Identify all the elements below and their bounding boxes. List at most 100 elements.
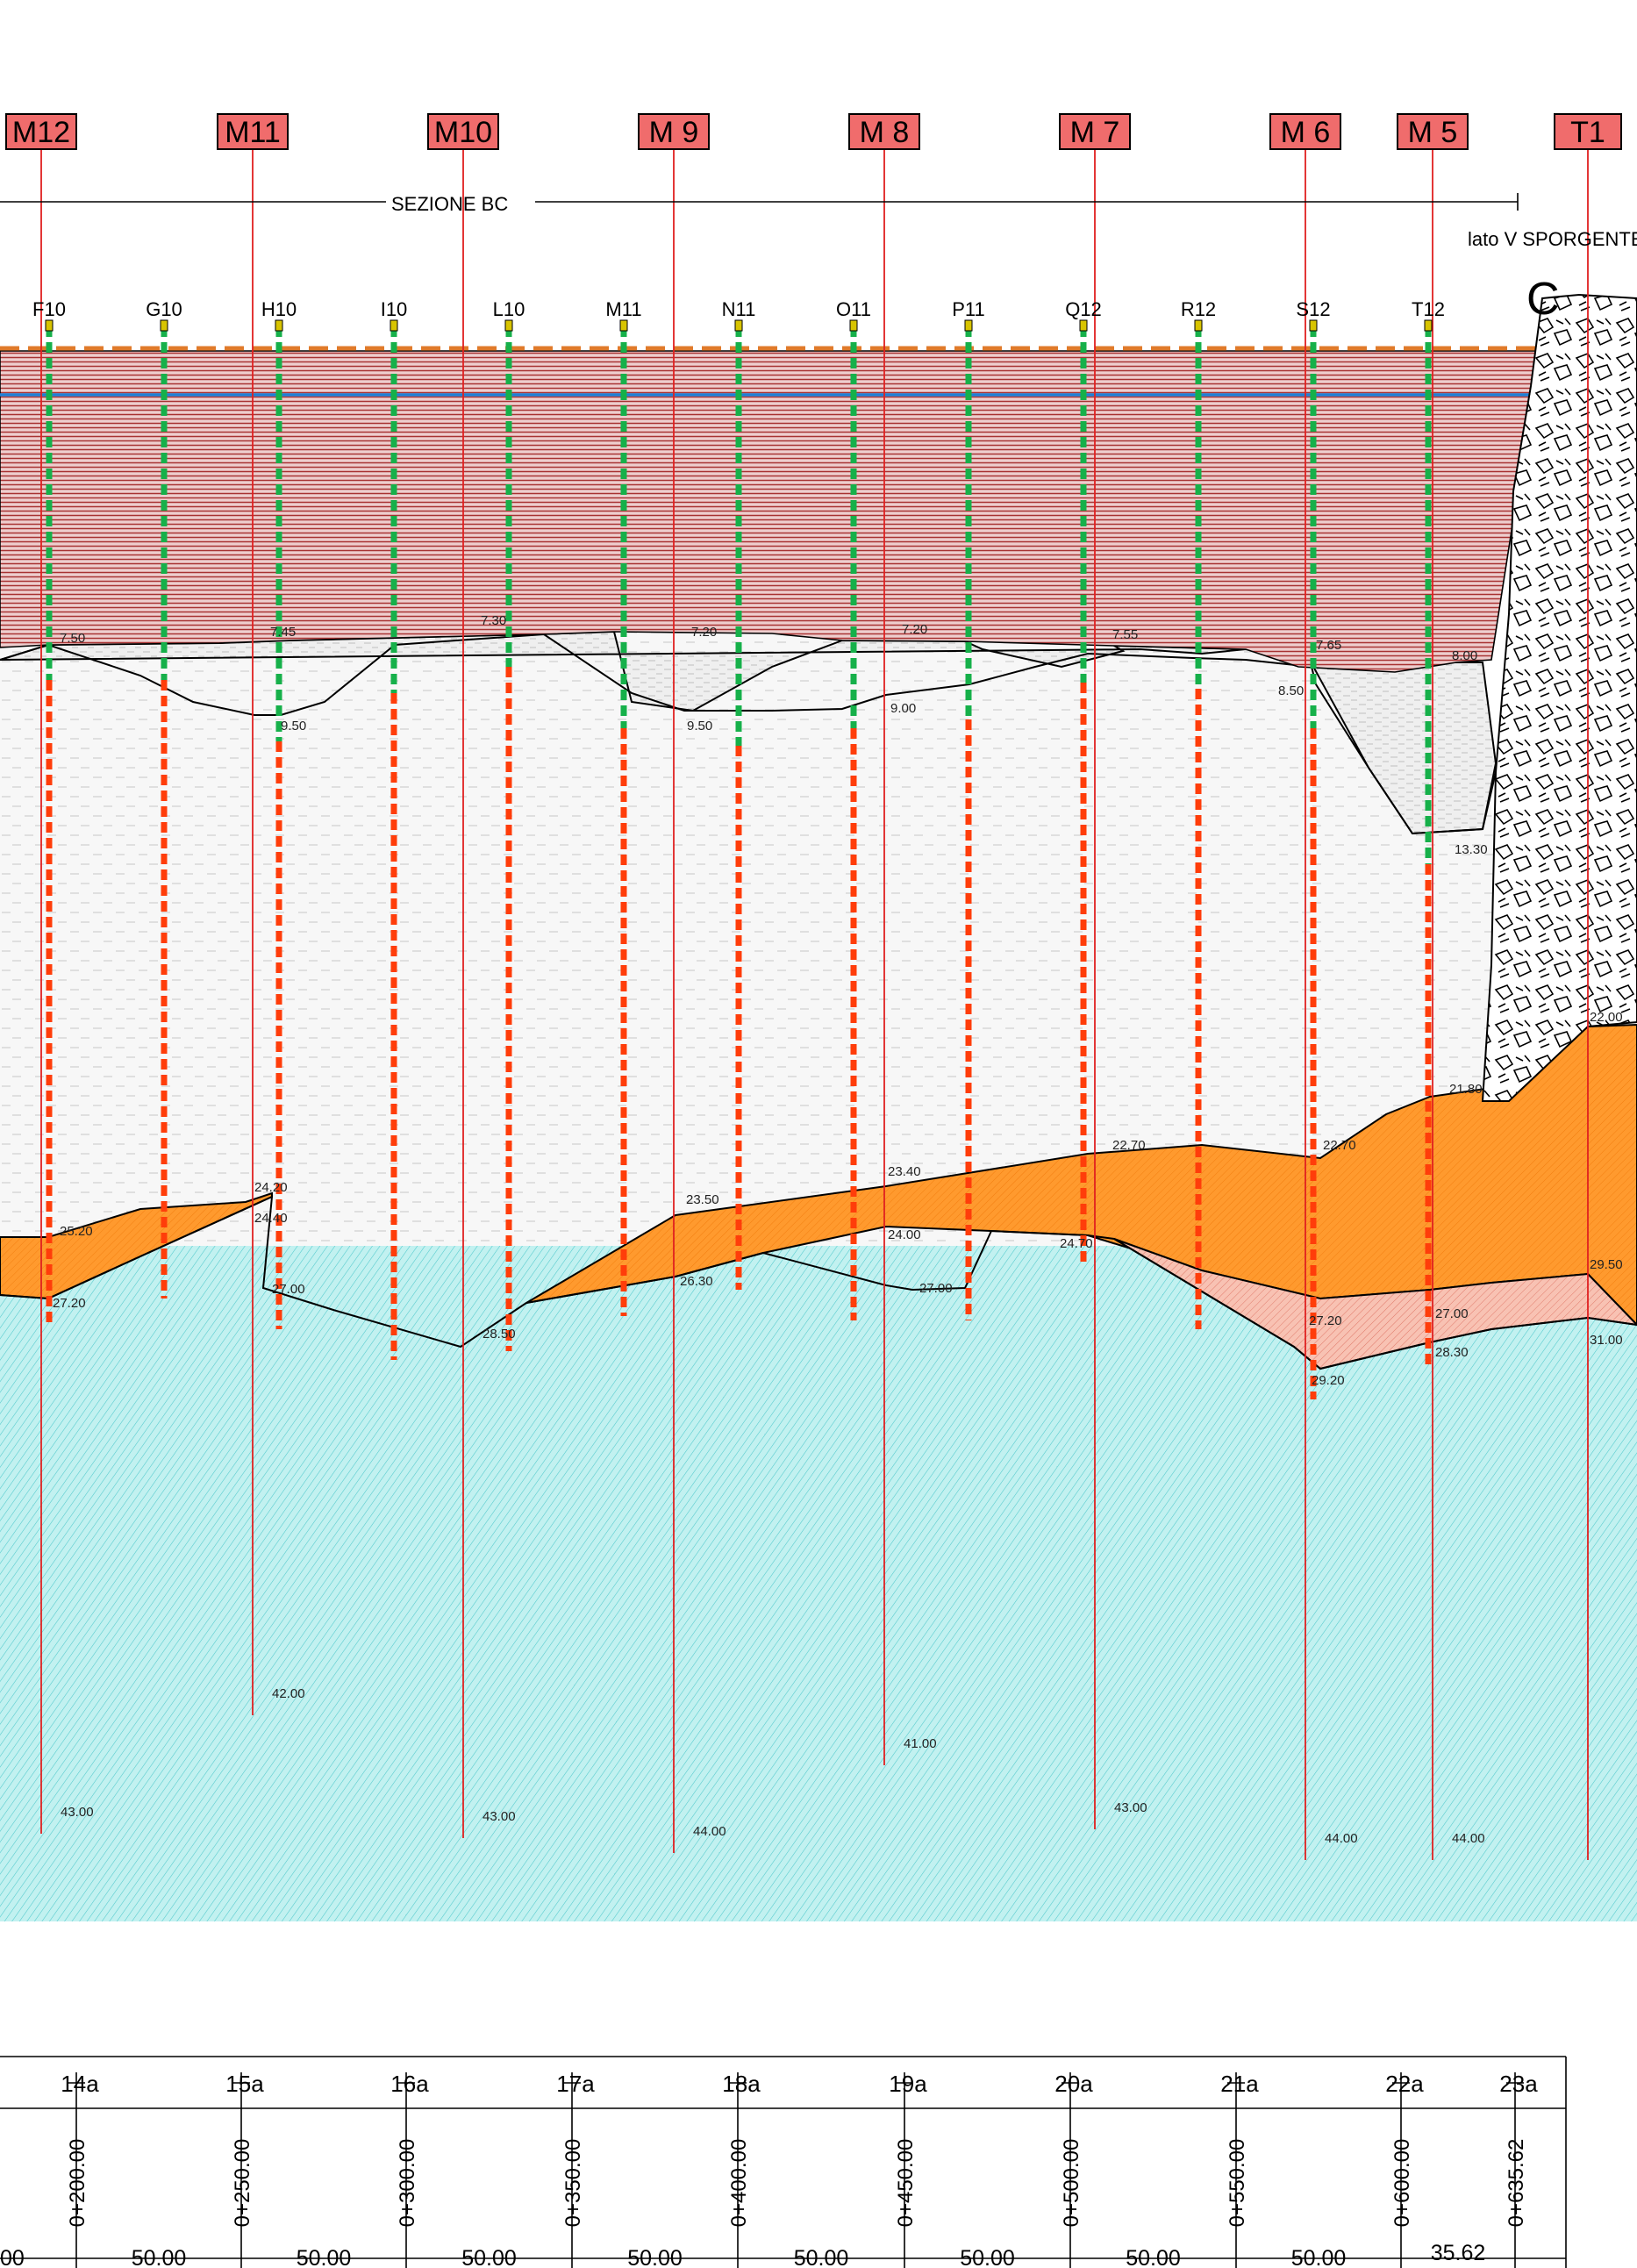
tag-row: M12 M11 M10 M 9 M 8 M 7 M 6 M 5 T1: [5, 113, 1622, 150]
drill-depth-label: 44.00: [1452, 1831, 1485, 1846]
depth-label: 9.50: [687, 719, 712, 733]
progressive-label: 0+250.00: [231, 2139, 254, 2228]
depth-label: 22.70: [1112, 1138, 1146, 1153]
borehole-label: R12: [1181, 298, 1216, 320]
borehole-label: F10: [32, 298, 66, 320]
borehole-label: L10: [493, 298, 525, 320]
depth-label: 8.50: [1278, 683, 1304, 698]
depth-label: 13.30: [1455, 842, 1488, 857]
distance-label: 00: [0, 2246, 25, 2268]
probe-head: [734, 319, 743, 332]
tag-box: [427, 113, 499, 150]
depth-label: 22.70: [1323, 1138, 1356, 1153]
station-label: 18a: [722, 2071, 761, 2097]
depth-label: 9.00: [890, 701, 916, 716]
tag-label: M 5: [1408, 116, 1458, 149]
depth-label: 29.50: [1590, 1257, 1623, 1272]
tag-label: M 8: [860, 116, 910, 149]
depth-label: 24.40: [254, 1211, 288, 1226]
progressive-label: 0+635.62: [1505, 2139, 1528, 2228]
depth-label: 21.80: [1449, 1082, 1483, 1097]
progressive-label: 0+200.00: [66, 2139, 89, 2228]
depth-label: 23.40: [888, 1164, 921, 1179]
tag-label: M 9: [649, 116, 699, 149]
depth-label: 7.65: [1316, 638, 1341, 653]
tag-box: [1269, 113, 1341, 150]
probe-head: [849, 319, 858, 332]
borehole-label: Q12: [1065, 298, 1102, 320]
depth-label: 7.20: [691, 625, 717, 640]
tag-box: [1554, 113, 1622, 150]
depth-label: 7.50: [60, 631, 85, 646]
depth-labels: 7.50 7.45 7.30 7.20 7.20 7.55 7.65 8.00 8.50 9.50…: [53, 613, 1623, 1388]
tag-box: [1059, 113, 1131, 150]
drill-lines: 43.00 42.00 43.00 44.00 41.00 43.00 44.00 44.00: [40, 149, 1589, 1860]
depth-label: 8.00: [1452, 648, 1477, 663]
station-label: 22a: [1385, 2071, 1424, 2097]
drill-depth-label: 44.00: [1325, 1831, 1358, 1846]
probe-head: [1424, 319, 1433, 332]
depth-label: 27.20: [53, 1296, 86, 1311]
depth-label: 23.50: [686, 1192, 719, 1207]
borehole-label: I10: [381, 298, 408, 320]
depth-label: 7.20: [902, 622, 927, 637]
probe-head: [1309, 319, 1318, 332]
tag-box: [638, 113, 710, 150]
clay-boundary: [0, 1195, 1637, 1370]
tag-label: M12: [12, 116, 70, 149]
tag-box: [1397, 113, 1469, 150]
station-label: 19a: [889, 2071, 927, 2097]
distance-label: 50.00: [1291, 2246, 1347, 2268]
sand-layer: [0, 631, 1637, 1246]
probe-head: [45, 319, 54, 332]
depth-label: 27.20: [1309, 1313, 1342, 1328]
progressive-label: 0+450.00: [894, 2139, 918, 2228]
depth-label: 27.00: [919, 1281, 953, 1296]
probe-head: [390, 319, 398, 332]
depth-label: 29.20: [1312, 1373, 1345, 1388]
drill-depth-label: 43.00: [61, 1805, 94, 1820]
depth-label: 24.00: [888, 1227, 921, 1242]
probe-head: [1079, 319, 1088, 332]
tag-label: M 6: [1281, 116, 1331, 149]
tag-box: [217, 113, 289, 150]
depth-label: 28.50: [483, 1327, 516, 1341]
depth-label: 24.20: [254, 1180, 288, 1195]
progressive-label: 0+550.00: [1226, 2139, 1249, 2228]
end-marker-c: C: [1526, 274, 1560, 325]
borehole-label: H10: [261, 298, 297, 320]
distance-label: 50.00: [297, 2246, 352, 2268]
depth-label: 31.00: [1590, 1333, 1623, 1348]
borehole-label: M11: [605, 298, 641, 320]
tag-label: M11: [225, 116, 281, 149]
station-label: 17a: [556, 2071, 595, 2097]
side-note: lato V SPORGENTE: [1468, 228, 1637, 250]
drill-depth-label: 44.00: [693, 1824, 726, 1839]
borehole-label: N11: [722, 298, 756, 320]
probe-head: [504, 319, 513, 332]
section-title: SEZIONE BC: [391, 193, 508, 215]
station-label: 23a: [1499, 2071, 1538, 2097]
depth-label: 22.00: [1590, 1010, 1623, 1025]
distance-label: 50.00: [1126, 2246, 1181, 2268]
distance-label: 50.00: [461, 2246, 517, 2268]
progressive-label: 0+400.00: [727, 2139, 751, 2228]
depth-label: 26.30: [680, 1274, 713, 1289]
distance-label: 50.00: [132, 2246, 187, 2268]
probes: [45, 319, 1433, 1399]
tag-box: [5, 113, 77, 150]
depth-label: 24.70: [1060, 1236, 1093, 1251]
station-label: 16a: [390, 2071, 429, 2097]
drill-depth-label: 43.00: [1114, 1800, 1147, 1815]
rock-breakwater: [1481, 293, 1637, 1102]
borehole-labels: F10 G10 H10 I10 L10 M11 N11 O11 P11 Q12 R12 S12 T12: [32, 298, 1445, 320]
station-label: 20a: [1054, 2071, 1093, 2097]
probe-head: [275, 319, 283, 332]
probe-head: [160, 319, 168, 332]
progressive-label: 0+350.00: [561, 2139, 585, 2228]
station-label: 14a: [61, 2071, 99, 2097]
depth-label: 27.00: [1435, 1306, 1469, 1321]
station-label: 15a: [225, 2071, 264, 2097]
borehole-label: P11: [952, 298, 985, 320]
station-table: 14a 0+200.00 15a 0+250.00 16a 0+300.00 17a 0+35…: [0, 2056, 1567, 2268]
